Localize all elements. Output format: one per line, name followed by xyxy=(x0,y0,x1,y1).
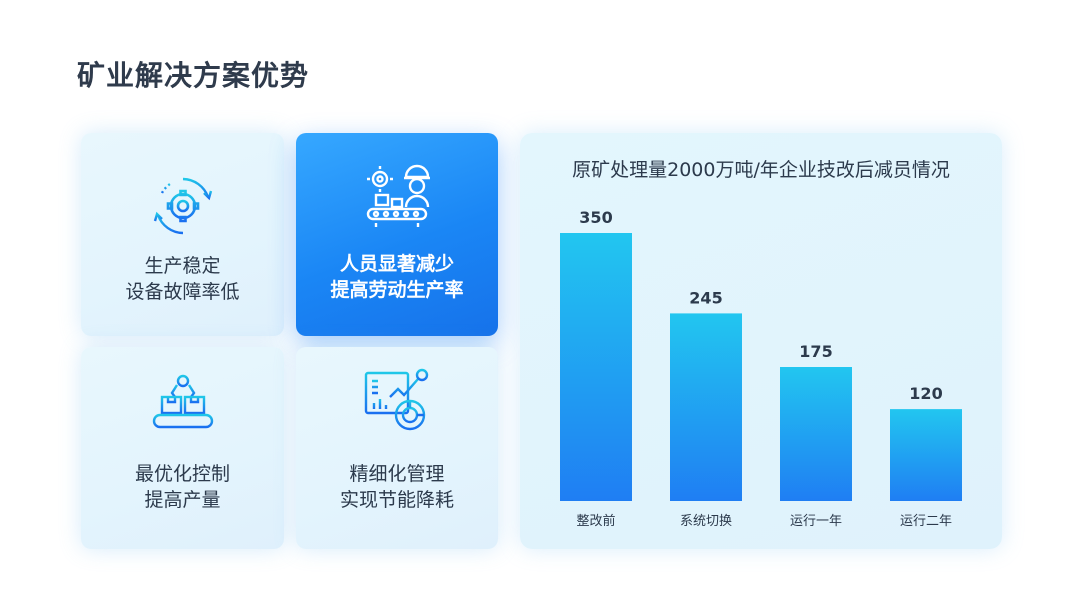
bar-2 xyxy=(780,367,852,501)
card-title: 最优化控制 xyxy=(134,463,230,485)
category-label-3: 运行二年 xyxy=(900,514,952,529)
card-subtitle: 实现节能降耗 xyxy=(339,489,454,511)
chart-title: 原矿处理量2000万吨/年企业技改后减员情况 xyxy=(572,159,950,181)
bar-1 xyxy=(670,313,742,501)
card-subtitle: 提高劳动生产率 xyxy=(330,279,464,301)
advantage-card-staff-reduction: 人员显著减少 提高劳动生产率 xyxy=(296,133,498,336)
card-title: 精细化管理 xyxy=(349,463,445,485)
robot-arm-conveyor-icon xyxy=(152,369,213,429)
data-label-2: 175 xyxy=(799,342,832,361)
category-label-0: 整改前 xyxy=(576,513,615,529)
advantage-card-refined-management: 精细化管理 实现节能降耗 xyxy=(296,347,498,549)
category-label-2: 运行一年 xyxy=(790,514,842,529)
bar-chart: 350 整改前 245 系统切换 175 运行一年 120 运行二年 xyxy=(560,208,962,529)
advantage-card-optimized-control: 最优化控制 提高产量 xyxy=(81,347,284,549)
card-subtitle: 设备故障率低 xyxy=(125,281,240,303)
card-title: 生产稳定 xyxy=(144,255,221,277)
card-title: 人员显著减少 xyxy=(339,253,454,275)
category-label-1: 系统切换 xyxy=(680,514,732,529)
analytics-dashboard-icon xyxy=(364,368,429,431)
chart-panel: 原矿处理量2000万吨/年企业技改后减员情况 350 整改前 245 系统切换 175 运… xyxy=(520,133,1002,549)
data-label-1: 245 xyxy=(689,288,722,307)
worker-conveyor-icon xyxy=(366,164,430,227)
advantage-card-stable-production: 生产稳定 设备故障率低 xyxy=(81,133,284,336)
card-subtitle: 提高产量 xyxy=(144,489,221,511)
page-title: 矿业解决方案优势 xyxy=(77,59,310,92)
data-label-0: 350 xyxy=(579,208,612,227)
gear-cycle-icon xyxy=(153,177,212,235)
data-label-3: 120 xyxy=(909,384,942,403)
bar-3 xyxy=(890,409,962,501)
bar-0 xyxy=(560,233,632,501)
